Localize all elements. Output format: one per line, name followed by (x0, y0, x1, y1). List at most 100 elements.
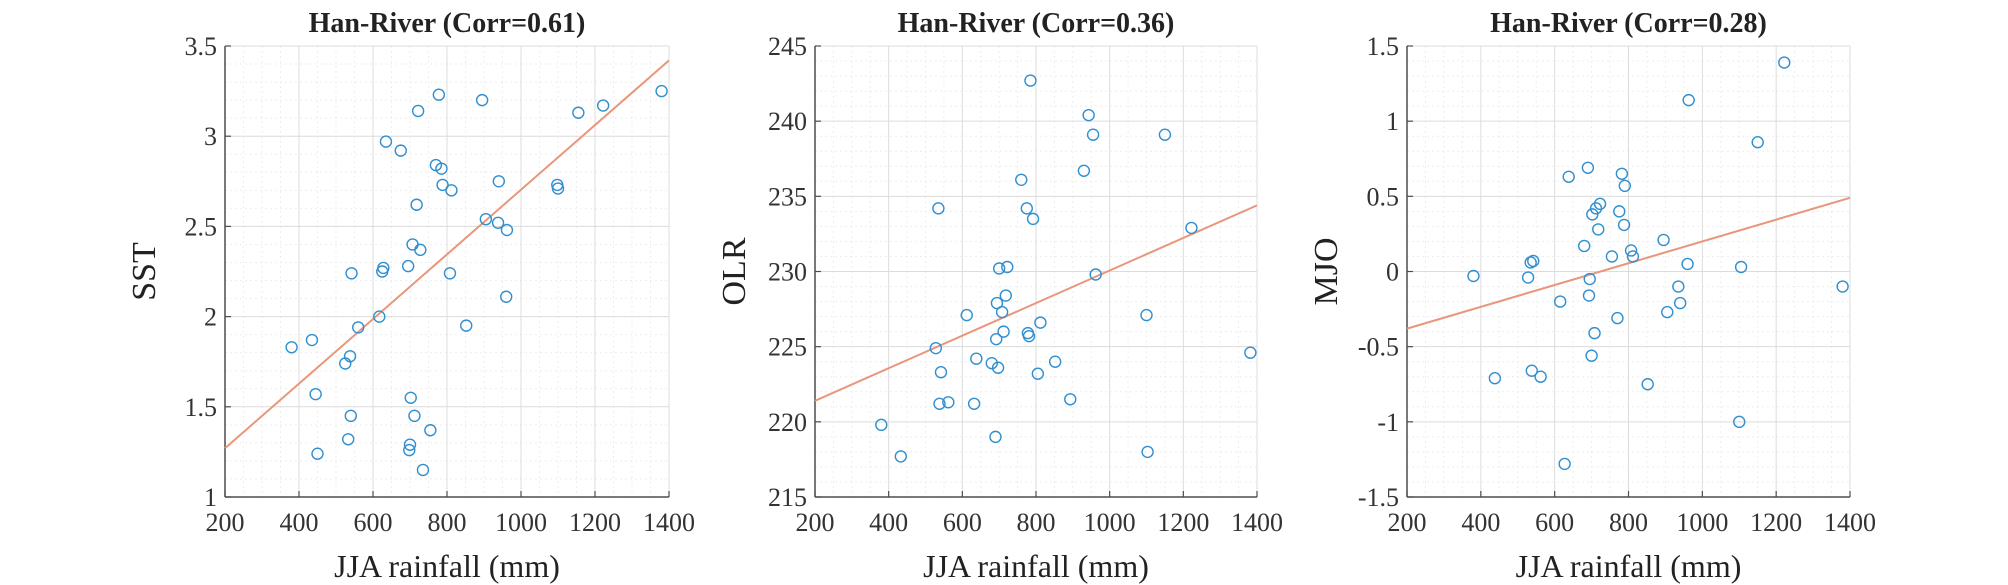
data-point (1185, 221, 1198, 235)
data-point (1751, 136, 1764, 149)
data-point (1618, 179, 1632, 193)
x-axis-label: JJA rainfall (mm) (334, 548, 560, 584)
y-axis-label: OLR (716, 237, 753, 305)
data-point (352, 321, 365, 334)
data-point (411, 104, 425, 118)
data-point (1554, 295, 1567, 308)
data-point (1525, 364, 1538, 377)
data-point (1641, 378, 1654, 391)
data-point (436, 178, 449, 192)
data-point (1527, 254, 1540, 268)
data-point (997, 325, 1010, 338)
data-point (1624, 244, 1638, 257)
data-point (500, 290, 513, 303)
x-tick-label: 1200 (1157, 508, 1209, 537)
data-point (1024, 74, 1037, 87)
y-tick-label: 235 (768, 182, 807, 211)
x-tick-label: 400 (280, 508, 319, 537)
data-point (410, 198, 423, 211)
x-tick-label: 1000 (1084, 508, 1136, 537)
data-point (934, 366, 948, 379)
data-point (305, 333, 319, 347)
data-point (345, 267, 358, 280)
y-tick-label: 3 (204, 122, 217, 151)
x-tick-label: 800 (1609, 508, 1648, 537)
data-point (1020, 202, 1033, 215)
x-axis-label: JJA rainfall (mm) (923, 548, 1149, 584)
data-point (1661, 305, 1674, 319)
data-point (394, 144, 407, 157)
data-point (344, 409, 357, 423)
data-point (992, 262, 1006, 275)
data-point (991, 361, 1005, 374)
data-point (445, 184, 458, 197)
y-tick-label: 230 (768, 258, 807, 287)
x-tick-label: 400 (1461, 508, 1500, 537)
data-point (1583, 272, 1596, 286)
y-tick-label: 0.5 (1367, 182, 1400, 211)
data-point (1592, 223, 1605, 236)
y-tick-label: 1 (1386, 107, 1399, 136)
y-tick-label: 245 (768, 32, 807, 61)
x-tick-label: 600 (354, 508, 393, 537)
y-axis-label: SST (126, 242, 163, 301)
data-point (1613, 205, 1626, 218)
data-point (403, 438, 417, 451)
data-point (596, 99, 610, 112)
data-point (404, 391, 417, 404)
data-point (401, 259, 415, 273)
y-tick-label: 1 (204, 483, 217, 512)
data-point (942, 396, 955, 409)
data-point (1534, 370, 1547, 383)
tick-labels: 200 400 600 800 1000 1200 1400 215 220 225 230 235 2… (768, 32, 1283, 537)
data-point (1141, 445, 1154, 459)
chart-title: Han-River (Corr=0.36) (898, 8, 1175, 39)
tick-labels: 200 400 600 800 1000 1200 1400 1 1.5 2 2.5 3 3.5 (185, 32, 696, 537)
data-point (894, 450, 908, 463)
data-point (1524, 256, 1537, 269)
data-point (1672, 280, 1685, 293)
data-point (1089, 268, 1102, 281)
data-point (403, 443, 416, 457)
data-point (1585, 349, 1598, 362)
y-tick-label: 1.5 (185, 393, 218, 422)
x-tick-label: 600 (943, 508, 982, 537)
y-tick-label: 2 (204, 303, 217, 332)
data-point (500, 223, 514, 237)
x-tick-label: 200 (1388, 508, 1427, 537)
data-point (1836, 280, 1849, 293)
data-point (443, 267, 457, 280)
data-point (311, 447, 324, 460)
data-point (377, 261, 390, 275)
x-tick-label: 600 (1535, 508, 1574, 537)
y-tick-label: 220 (768, 408, 807, 437)
data-point (492, 175, 505, 188)
data-point (875, 418, 888, 432)
data-point (432, 88, 446, 101)
data-point (1034, 316, 1047, 329)
data-point (1682, 93, 1695, 107)
data-point (995, 305, 1009, 319)
data-point (1562, 170, 1575, 183)
data-point (1244, 346, 1257, 359)
data-point (343, 350, 357, 363)
x-tick-label: 1400 (643, 508, 695, 537)
y-tick-label: 3.5 (185, 32, 218, 61)
x-tick-label: 1200 (569, 508, 621, 537)
fit-line (224, 59, 670, 450)
x-tick-label: 800 (1017, 508, 1056, 537)
data-point (1611, 311, 1624, 325)
data-point (1077, 164, 1091, 177)
data-point (967, 397, 981, 410)
data-point (1467, 269, 1480, 283)
data-point (1158, 128, 1172, 141)
data-point (1605, 250, 1619, 263)
data-point (1734, 260, 1748, 274)
data-point (1064, 393, 1077, 406)
data-point (416, 463, 430, 477)
data-point (1581, 161, 1595, 174)
plot-area (814, 45, 1258, 498)
data-point (309, 387, 322, 401)
data-point (1673, 296, 1687, 310)
data-point (572, 106, 585, 119)
